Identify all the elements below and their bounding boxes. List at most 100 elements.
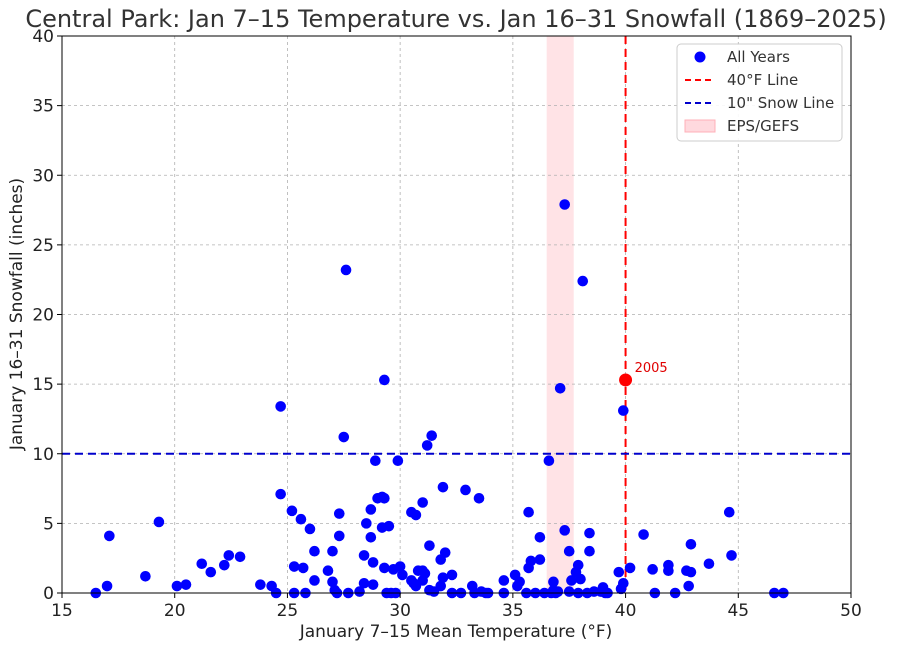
x-tick-label: 50 [840, 601, 862, 621]
x-tick-label: 40 [615, 601, 637, 621]
data-point [523, 506, 534, 518]
data-point [663, 565, 674, 577]
data-point [624, 562, 636, 574]
data-point [153, 516, 165, 528]
x-tick-label: 30 [389, 601, 411, 621]
y-tick-label: 10 [32, 445, 54, 465]
data-point [297, 562, 309, 574]
data-point [460, 484, 471, 496]
data-point [358, 577, 370, 589]
y-tick-label: 40 [32, 27, 54, 47]
data-point [618, 405, 629, 416]
data-point [435, 580, 447, 592]
data-point [417, 497, 428, 508]
data-point [613, 566, 625, 578]
y-tick-label: 0 [43, 584, 54, 604]
data-point [683, 580, 694, 592]
data-point [584, 527, 595, 539]
y-tick-label: 5 [43, 514, 54, 534]
legend-marker-band [684, 119, 716, 133]
data-point [543, 455, 555, 467]
data-point [424, 540, 435, 551]
highlight-label-2005: 2005 [635, 361, 668, 376]
legend-label-all-years: All Years [727, 48, 790, 66]
highlight-point-2005 [619, 373, 633, 387]
chart-title: Central Park: Jan 7–15 Temperature vs. J… [25, 5, 886, 33]
x-tick-label: 20 [164, 601, 186, 621]
data-point [219, 559, 230, 571]
data-point [379, 562, 390, 574]
y-tick-label: 30 [32, 166, 54, 186]
data-point [367, 579, 379, 590]
x-tick-labels: 15 20 25 30 35 40 45 50 [51, 593, 862, 621]
data-point [525, 555, 537, 567]
data-point [379, 374, 390, 386]
data-point [354, 586, 365, 597]
data-point [392, 455, 404, 467]
data-point [383, 520, 395, 532]
data-point [205, 566, 217, 578]
data-point [365, 532, 377, 543]
data-point [104, 530, 115, 542]
data-point [514, 576, 525, 588]
y-tick-label: 20 [32, 306, 54, 326]
y-tick-labels: 0 5 10 15 20 25 30 35 40 [32, 27, 62, 604]
data-point [370, 455, 381, 467]
data-point [426, 430, 438, 441]
y-tick-label: 35 [32, 97, 54, 117]
data-point [101, 580, 113, 592]
data-point [685, 566, 697, 578]
data-point [327, 545, 338, 557]
data-point [327, 576, 338, 588]
legend-box [676, 43, 843, 142]
data-point [563, 545, 575, 557]
data-point [410, 509, 422, 521]
data-point [196, 558, 208, 570]
x-tick-label: 45 [727, 601, 749, 621]
data-point [726, 550, 737, 561]
legend-label-band: EPS/GEFS [727, 117, 799, 135]
data-point [397, 569, 408, 581]
data-point [275, 401, 286, 412]
data-point [358, 550, 370, 561]
legend-label-temp-line: 40°F Line [727, 71, 798, 89]
legend-marker-all-years [694, 51, 706, 63]
x-tick-label: 25 [277, 601, 299, 621]
reference-lines [62, 36, 851, 593]
data-point [437, 572, 449, 583]
data-point [723, 506, 735, 518]
data-point [333, 508, 345, 519]
data-point [367, 557, 379, 568]
y-tick-label: 25 [32, 236, 54, 256]
data-point [275, 488, 286, 500]
data-point [365, 504, 377, 515]
data-point [575, 573, 586, 585]
y-tick-label: 15 [32, 375, 54, 395]
highlight-point-group: 2005 [619, 361, 668, 387]
data-point [379, 493, 390, 504]
data-point [309, 575, 320, 586]
data-point [340, 264, 352, 276]
data-point [437, 481, 449, 493]
data-point [295, 513, 307, 525]
data-point [534, 532, 546, 543]
data-point [552, 586, 564, 597]
data-point [419, 568, 431, 579]
data-points [90, 199, 789, 599]
data-point [394, 561, 406, 572]
legend: All Years 40°F Line 10" Snow Line EPS/GE… [676, 43, 843, 142]
data-point [304, 523, 316, 535]
data-point [559, 525, 571, 536]
data-point [446, 569, 458, 581]
data-point [534, 554, 546, 565]
data-point [473, 493, 485, 504]
data-point [566, 575, 577, 586]
x-axis-label: January 7–15 Mean Temperature (°F) [299, 622, 613, 642]
data-point [584, 545, 595, 557]
data-point [288, 561, 300, 572]
data-point [572, 559, 584, 571]
data-point [638, 529, 649, 540]
data-point [559, 199, 571, 210]
data-point [338, 431, 350, 443]
